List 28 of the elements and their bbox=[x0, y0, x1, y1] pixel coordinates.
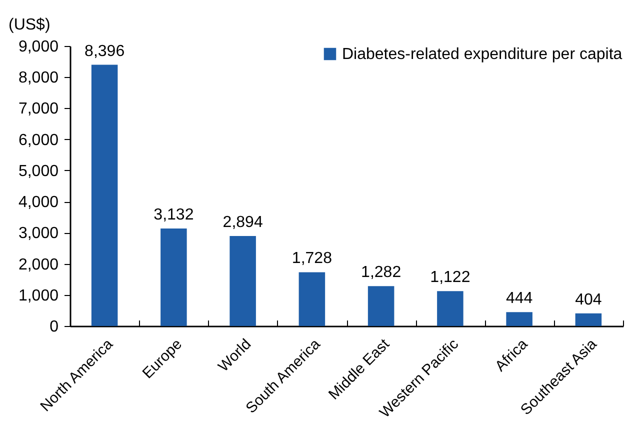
bar bbox=[91, 64, 118, 326]
bar bbox=[230, 236, 256, 326]
bar bbox=[160, 228, 187, 326]
bar bbox=[368, 286, 394, 326]
y-tick-label: 2,000 bbox=[18, 256, 59, 274]
y-tick-label: 5,000 bbox=[18, 162, 59, 180]
bar bbox=[506, 312, 532, 326]
y-tick-label: 9,000 bbox=[18, 38, 59, 56]
y-tick-label: 0 bbox=[50, 318, 59, 336]
bar bbox=[298, 272, 326, 326]
data-label: 3,132 bbox=[154, 206, 194, 224]
data-label: 1,122 bbox=[430, 269, 470, 286]
data-label: 1,282 bbox=[361, 264, 402, 282]
data-label: 1,728 bbox=[292, 250, 332, 268]
data-label: 8,396 bbox=[84, 42, 125, 60]
y-tick-label: 8,000 bbox=[18, 70, 59, 87]
data-label: 444 bbox=[506, 290, 533, 308]
y-axis-title: (US$) bbox=[8, 16, 50, 34]
bar bbox=[437, 291, 464, 326]
y-tick-label: 7,000 bbox=[18, 100, 59, 118]
legend-label: Diabetes-related expenditure per capita bbox=[342, 46, 622, 63]
data-label: 404 bbox=[575, 291, 602, 308]
data-label: 2,894 bbox=[222, 214, 263, 231]
y-tick-label: 4,000 bbox=[18, 194, 59, 212]
y-tick-label: 3,000 bbox=[18, 225, 59, 242]
bar bbox=[575, 313, 602, 326]
y-tick-label: 6,000 bbox=[18, 132, 59, 149]
y-tick-label: 1,000 bbox=[18, 287, 59, 304]
